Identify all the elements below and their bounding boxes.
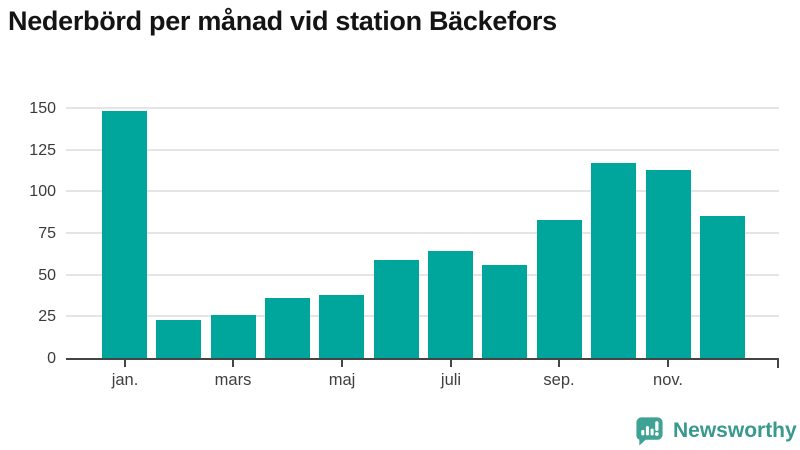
gridline-50 <box>66 273 779 276</box>
gridline-75 <box>66 232 779 234</box>
x-axis-label-sep.: sep. <box>543 371 575 389</box>
bar-okt. <box>591 163 636 358</box>
newsworthy-logo[interactable]: Newsworthy <box>634 415 797 446</box>
gridline-100 <box>66 190 779 193</box>
x-axis-label-mars: mars <box>214 371 252 389</box>
x-axis-label-jan.: jan. <box>111 371 139 389</box>
x-tick-jan. <box>124 360 126 367</box>
bar-aug. <box>482 265 527 358</box>
x-tick-nov. <box>667 360 669 367</box>
gridline-25 <box>66 315 779 318</box>
bar-dec. <box>700 216 745 358</box>
x-tick-maj <box>341 360 343 367</box>
x-tick-mars <box>232 360 234 367</box>
x-axis-label-nov.: nov. <box>653 371 683 389</box>
y-axis-label-125: 125 <box>29 141 56 159</box>
x-tick-juli <box>450 360 452 367</box>
y-axis-label-75: 75 <box>38 225 56 242</box>
x-axis-end-tick <box>777 358 779 368</box>
bar-sep. <box>537 220 582 358</box>
bar-apr. <box>265 298 310 358</box>
x-axis-line <box>66 358 779 360</box>
bar-juni <box>374 260 419 358</box>
bar-maj <box>319 295 364 358</box>
bar-mars <box>211 315 256 358</box>
newsworthy-speech-bubble-chart-icon <box>634 415 665 446</box>
y-axis-label-50: 50 <box>38 266 56 284</box>
y-axis-label-100: 100 <box>29 183 56 201</box>
y-axis-label-25: 25 <box>38 308 56 326</box>
y-axis-label-150: 150 <box>29 100 56 117</box>
x-axis-label-maj: maj <box>328 371 356 389</box>
newsworthy-logo-text: Newsworthy <box>673 418 797 442</box>
bar-nov. <box>646 170 691 358</box>
y-axis-label-0: 0 <box>47 350 56 367</box>
bar-jan. <box>102 111 147 358</box>
gridline-150 <box>66 107 779 109</box>
bar-juli <box>428 251 473 358</box>
x-tick-sep. <box>558 360 560 367</box>
x-axis-label-juli: juli <box>440 371 462 389</box>
bar-feb. <box>156 320 201 358</box>
chart-title: Nederbörd per månad vid station Bäckefor… <box>8 6 557 36</box>
gridline-125 <box>66 148 779 151</box>
